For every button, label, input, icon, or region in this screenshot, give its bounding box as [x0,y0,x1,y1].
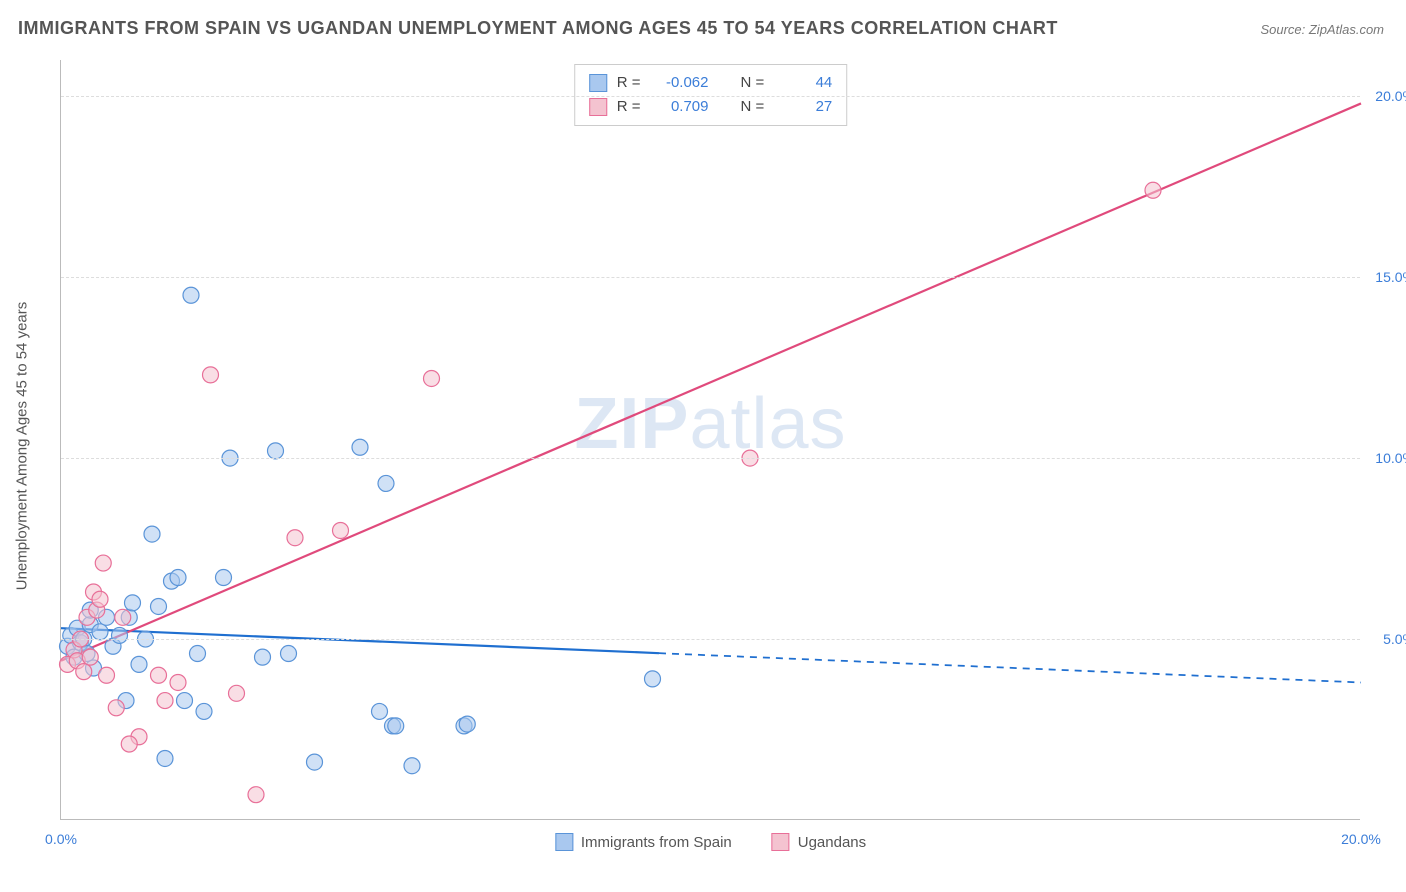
data-point-uganda [108,700,124,716]
data-point-spain [157,750,173,766]
data-point-uganda [99,667,115,683]
legend-label-spain: Immigrants from Spain [581,834,732,851]
data-point-spain [372,703,388,719]
y-tick-label: 10.0% [1375,450,1406,466]
data-point-uganda [170,674,186,690]
data-point-uganda [424,370,440,386]
y-axis-label: Unemployment Among Ages 45 to 54 years [14,302,31,591]
data-point-uganda [248,787,264,803]
legend-item-spain: Immigrants from Spain [555,833,732,851]
data-point-spain [388,718,404,734]
legend-item-uganda: Ugandans [772,833,866,851]
y-tick-label: 15.0% [1375,269,1406,285]
data-point-spain [645,671,661,687]
legend-label-uganda: Ugandans [798,834,866,851]
data-point-uganda [95,555,111,571]
y-tick-label: 20.0% [1375,88,1406,104]
data-point-uganda [203,367,219,383]
plot-svg [61,60,1360,819]
data-point-spain [404,758,420,774]
data-point-uganda [82,649,98,665]
data-point-spain [144,526,160,542]
data-point-spain [92,624,108,640]
data-point-spain [307,754,323,770]
gridline [61,458,1360,459]
data-point-spain [196,703,212,719]
swatch-spain [555,833,573,851]
data-point-spain [378,475,394,491]
data-point-uganda [229,685,245,701]
data-point-spain [112,627,128,643]
data-point-uganda [157,693,173,709]
y-tick-label: 5.0% [1383,631,1406,647]
data-point-spain [216,570,232,586]
trend-line-uganda [61,103,1361,660]
data-point-uganda [121,736,137,752]
legend-series: Immigrants from Spain Ugandans [555,833,866,851]
gridline [61,96,1360,97]
data-point-spain [177,693,193,709]
chart-title: IMMIGRANTS FROM SPAIN VS UGANDAN UNEMPLO… [18,18,1058,39]
data-point-spain [125,595,141,611]
source-label: Source: ZipAtlas.com [1260,22,1384,37]
chart-container: IMMIGRANTS FROM SPAIN VS UGANDAN UNEMPLO… [0,0,1406,892]
gridline [61,277,1360,278]
data-point-spain [352,439,368,455]
plot-area: ZIPatlas R = -0.062 N = 44 R = 0.709 N =… [60,60,1360,820]
data-point-uganda [76,664,92,680]
gridline [61,639,1360,640]
data-point-spain [281,646,297,662]
trend-line-spain-extrapolated [659,653,1361,682]
data-point-uganda [151,667,167,683]
data-point-uganda [287,530,303,546]
data-point-spain [459,716,475,732]
data-point-spain [255,649,271,665]
x-tick-label: 0.0% [45,831,77,847]
data-point-spain [170,570,186,586]
data-point-spain [131,656,147,672]
data-point-uganda [1145,182,1161,198]
data-point-uganda [92,591,108,607]
x-tick-label: 20.0% [1341,831,1381,847]
swatch-uganda [772,833,790,851]
data-point-spain [183,287,199,303]
data-point-uganda [115,609,131,625]
data-point-spain [268,443,284,459]
data-point-spain [151,598,167,614]
data-point-uganda [333,522,349,538]
data-point-spain [190,646,206,662]
